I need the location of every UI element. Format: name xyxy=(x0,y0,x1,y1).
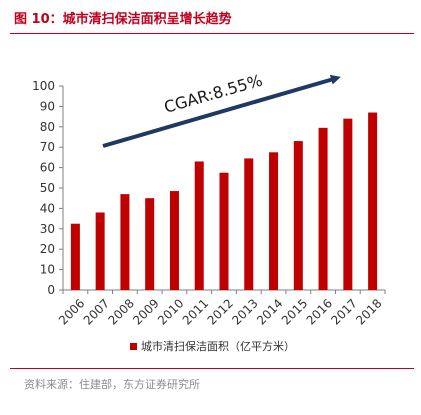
x-tick-label: 2018 xyxy=(353,296,384,327)
footer-divider xyxy=(10,368,414,369)
legend-label: 城市清扫保洁面积（亿平方米） xyxy=(141,339,295,353)
x-tick-label: 2013 xyxy=(229,296,260,327)
x-axis-ticks: 2006200720082009201020112012201320142015… xyxy=(56,290,386,328)
x-tick-label: 2011 xyxy=(180,296,211,327)
y-tick-label: 30 xyxy=(40,222,55,236)
cagr-annotation: CGAR:8.55% xyxy=(162,71,265,117)
chart-legend: 城市清扫保洁面积（亿平方米） xyxy=(130,339,295,353)
y-tick-label: 70 xyxy=(40,140,55,154)
y-axis-ticks: 0 10 20 30 40 50 60 70 80 90 100 xyxy=(32,79,63,297)
figure-title: 图 10：城市清扫保洁面积呈增长趋势 xyxy=(14,12,232,27)
bar-2016 xyxy=(318,127,328,290)
y-tick-label: 10 xyxy=(40,263,55,277)
chart-bars xyxy=(70,112,378,291)
bar-2011 xyxy=(194,161,204,290)
y-tick-label: 60 xyxy=(40,161,55,175)
x-tick-label: 2010 xyxy=(155,296,186,327)
legend-swatch xyxy=(130,343,137,350)
x-tick-label: 2014 xyxy=(254,296,285,327)
y-tick-label: 90 xyxy=(40,99,55,113)
y-tick-label: 80 xyxy=(40,120,55,134)
bar-2018 xyxy=(368,112,378,291)
bar-2007 xyxy=(95,212,105,290)
bar-2012 xyxy=(219,172,229,290)
y-tick-label: 40 xyxy=(40,201,55,215)
x-tick-label: 2015 xyxy=(279,296,310,327)
y-tick-label: 0 xyxy=(47,283,55,297)
bar-2017 xyxy=(343,118,353,290)
bar-2009 xyxy=(145,198,155,290)
y-tick-label: 20 xyxy=(40,242,55,256)
title-divider xyxy=(10,33,414,34)
x-tick-label: 2016 xyxy=(304,296,335,327)
x-tick-label: 2012 xyxy=(205,296,236,327)
x-tick-label: 2006 xyxy=(56,296,87,327)
bar-2015 xyxy=(293,141,303,290)
bar-2008 xyxy=(120,194,130,290)
bar-2013 xyxy=(244,158,254,290)
y-tick-label: 100 xyxy=(32,79,55,93)
bar-2014 xyxy=(269,152,279,290)
x-tick-label: 2008 xyxy=(105,296,136,327)
bar-2006 xyxy=(70,223,80,290)
bar-2010 xyxy=(169,191,179,290)
y-tick-label: 50 xyxy=(40,181,55,195)
source-note: 资料来源：住建部，东方证券研究所 xyxy=(24,378,200,391)
x-tick-label: 2007 xyxy=(81,296,112,327)
x-tick-label: 2009 xyxy=(130,296,161,327)
trend-arrow-icon xyxy=(102,74,341,148)
x-tick-label: 2017 xyxy=(328,296,359,327)
